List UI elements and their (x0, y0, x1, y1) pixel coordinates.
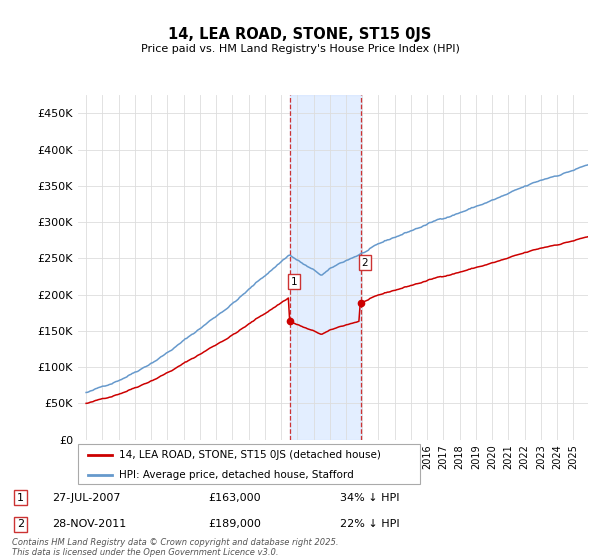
Text: 1: 1 (17, 493, 24, 503)
Text: Contains HM Land Registry data © Crown copyright and database right 2025.
This d: Contains HM Land Registry data © Crown c… (12, 538, 338, 557)
Text: 28-NOV-2011: 28-NOV-2011 (52, 519, 127, 529)
Text: 1: 1 (291, 277, 298, 287)
Text: Price paid vs. HM Land Registry's House Price Index (HPI): Price paid vs. HM Land Registry's House … (140, 44, 460, 54)
Text: 2: 2 (362, 258, 368, 268)
Bar (290, 95, 361, 440)
Text: 14, LEA ROAD, STONE, ST15 0JS: 14, LEA ROAD, STONE, ST15 0JS (169, 27, 431, 42)
Text: 34% ↓ HPI: 34% ↓ HPI (340, 493, 400, 503)
Text: 22% ↓ HPI: 22% ↓ HPI (340, 519, 400, 529)
Text: £189,000: £189,000 (208, 519, 261, 529)
Text: 27-JUL-2007: 27-JUL-2007 (52, 493, 121, 503)
Text: 2: 2 (17, 519, 24, 529)
Text: 14, LEA ROAD, STONE, ST15 0JS (detached house): 14, LEA ROAD, STONE, ST15 0JS (detached … (119, 450, 381, 460)
FancyBboxPatch shape (78, 444, 420, 484)
Text: HPI: Average price, detached house, Stafford: HPI: Average price, detached house, Staf… (119, 470, 354, 480)
Text: £163,000: £163,000 (208, 493, 260, 503)
